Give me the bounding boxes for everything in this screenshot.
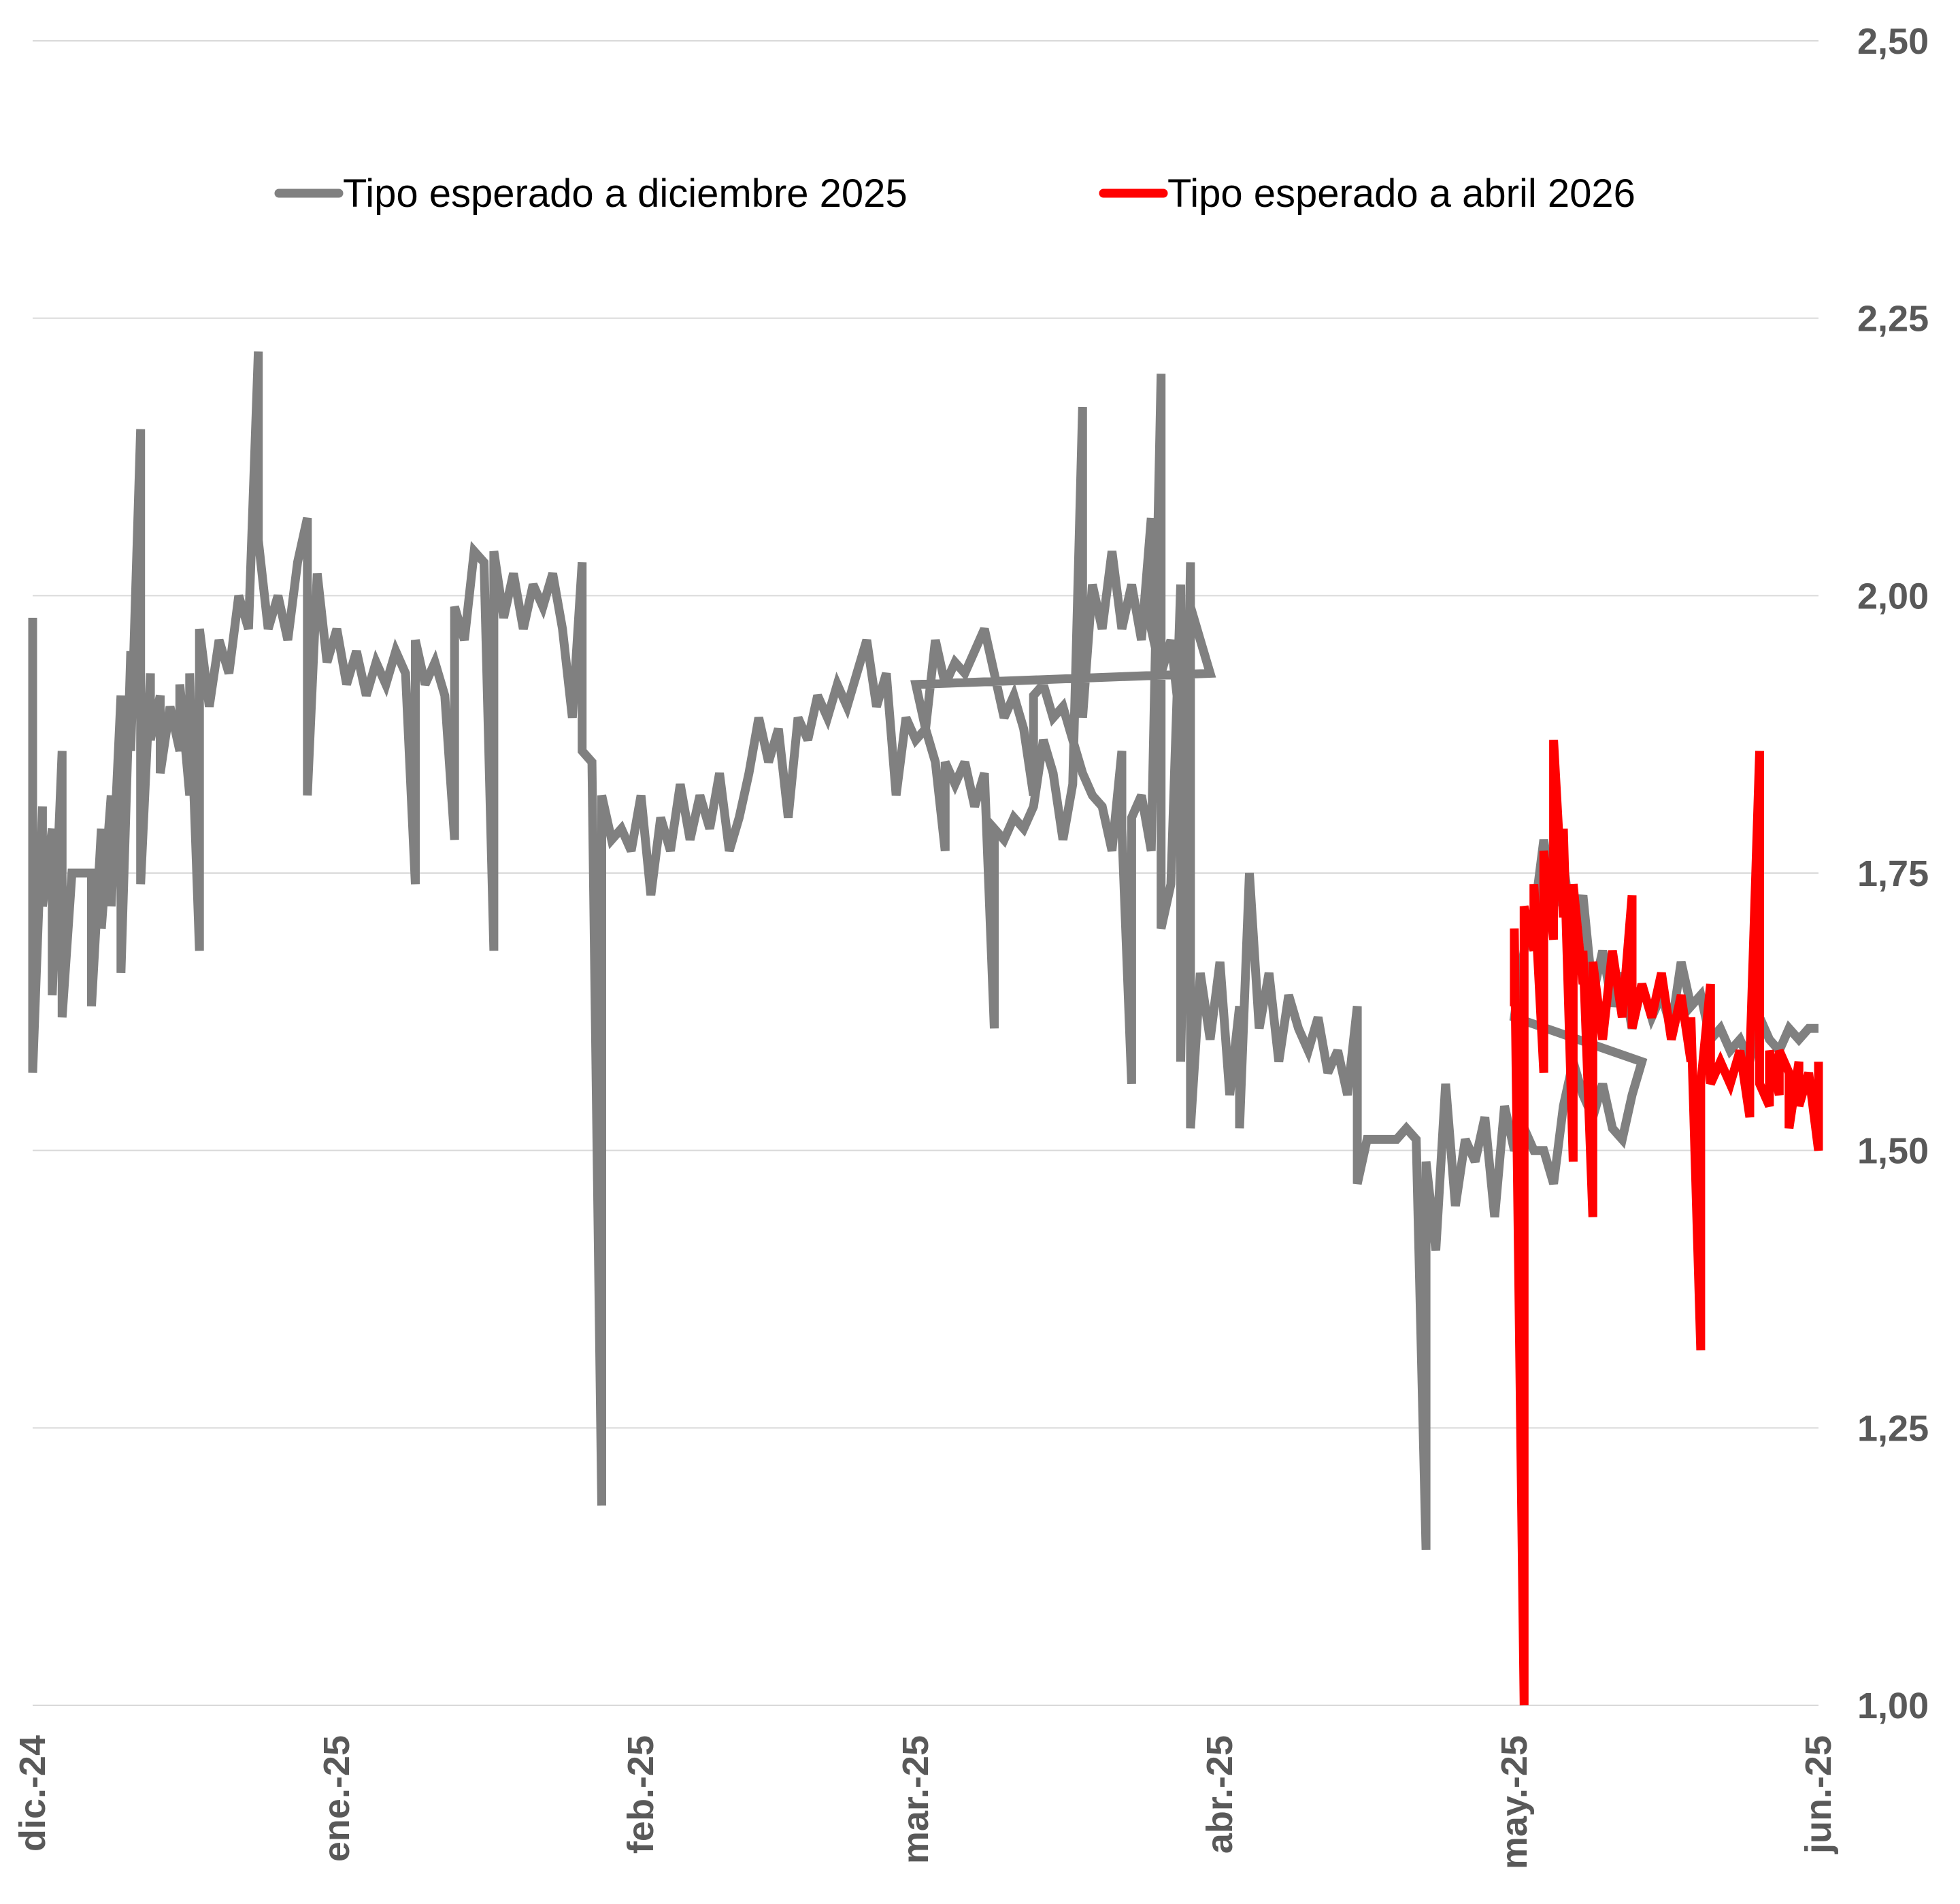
gridlines bbox=[33, 40, 1818, 1706]
x-axis-tick-labels: dic.-24 ene.-25 feb.-25 mar.-25 abr.-25 may.-… bbox=[12, 1735, 1839, 1869]
series-lines bbox=[28, 351, 1823, 1706]
y-axis-tick-labels: 1,00 1,25 1,50 1,75 2,00 2,25 2,50 bbox=[1857, 21, 1929, 1726]
y-tick-label: 1,25 bbox=[1857, 1408, 1929, 1449]
y-tick-label: 1,50 bbox=[1857, 1131, 1929, 1172]
x-tick-label: jun.-25 bbox=[1798, 1735, 1839, 1854]
y-tick-label: 2,00 bbox=[1857, 576, 1929, 617]
legend-label: Tipo esperado a diciembre 2025 bbox=[343, 171, 908, 216]
x-tick-label: abr.-25 bbox=[1199, 1735, 1240, 1854]
y-tick-label: 1,75 bbox=[1857, 853, 1929, 894]
legend: Tipo esperado a diciembre 2025 Tipo esper… bbox=[274, 171, 1635, 216]
x-tick-label: feb.-25 bbox=[620, 1735, 661, 1854]
legend-label: Tipo esperado a abril 2026 bbox=[1167, 171, 1635, 216]
y-tick-label: 2,25 bbox=[1857, 299, 1929, 340]
x-tick-label: ene.-25 bbox=[316, 1735, 357, 1862]
x-tick-label: dic.-24 bbox=[12, 1735, 53, 1852]
series-line-2 bbox=[1510, 739, 1823, 1706]
x-tick-label: may.-25 bbox=[1494, 1735, 1535, 1869]
y-tick-label: 1,00 bbox=[1857, 1686, 1929, 1726]
series-line-1 bbox=[28, 351, 1818, 1550]
y-tick-label: 2,50 bbox=[1857, 21, 1929, 62]
x-tick-label: mar.-25 bbox=[895, 1735, 936, 1864]
